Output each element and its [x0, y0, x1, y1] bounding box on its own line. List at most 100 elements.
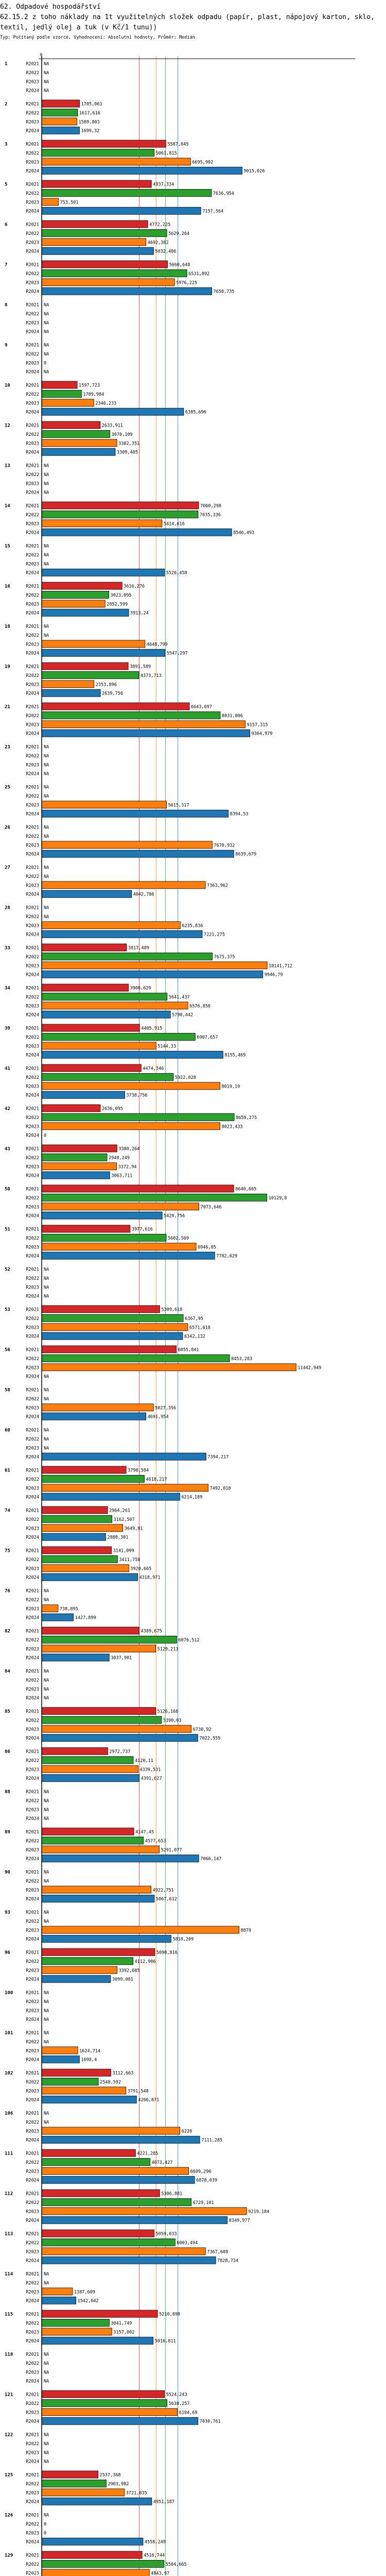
value-label: NA [44, 794, 49, 799]
series-label: R2024 [26, 1053, 39, 1058]
value-label: 6576,858 [189, 1004, 210, 1009]
series-label: R2022 [26, 1236, 39, 1241]
value-label: 3411,758 [119, 1557, 140, 1563]
value-label: 6531,892 [188, 272, 209, 277]
series-label: R2023 [26, 1365, 39, 1370]
group-label: 102 [5, 2071, 13, 2076]
bar-r2024 [41, 126, 80, 134]
series-label: R2021 [26, 1870, 39, 1875]
bar-r2021 [41, 381, 78, 389]
bar-r2022 [41, 2318, 110, 2327]
value-label: 5390,03 [163, 1718, 182, 1723]
group-label: 88 [5, 1790, 10, 1795]
value-label: 8640,605 [235, 1187, 256, 1192]
bar-r2023 [41, 2569, 150, 2576]
series-label: R2021 [26, 2192, 39, 2197]
value-label: 4474,346 [143, 1066, 164, 1072]
value-label: 8155,469 [224, 1053, 245, 1058]
value-label: NA [44, 1589, 49, 1594]
bar-r2024 [41, 1010, 171, 1019]
group-label: 33 [5, 946, 10, 951]
series-label: R2024 [26, 1093, 39, 1098]
value-label: 4951,187 [153, 2500, 174, 2505]
series-label: R2024 [26, 2018, 39, 2023]
series-label: R2021 [26, 825, 39, 831]
value-label: 6695,902 [192, 160, 213, 165]
value-label: 9946,79 [265, 973, 283, 978]
bar-r2024 [41, 2216, 228, 2224]
value-label: 4042,786 [133, 892, 154, 897]
value-label: NA [44, 1437, 49, 1442]
value-label: 3616,276 [124, 584, 145, 589]
group-label: 15 [5, 544, 10, 549]
series-label: R2022 [26, 593, 39, 598]
bar-r2023 [41, 1403, 154, 1412]
bar-r2021 [41, 1144, 117, 1153]
bar-r2023 [41, 640, 146, 648]
bar-r2024 [41, 287, 212, 295]
value-label: 7060,298 [200, 504, 221, 509]
series-label: R2022 [26, 1919, 39, 1924]
series-label: R2022 [26, 1598, 39, 1603]
series-label: R2023 [26, 320, 39, 326]
value-label: 4339,531 [139, 1767, 161, 1772]
series-label: R2021 [26, 182, 39, 188]
value-label: 3817,489 [128, 946, 149, 951]
bar-r2024 [41, 649, 166, 657]
value-label: NA [44, 553, 49, 558]
series-label: R2024 [26, 290, 39, 295]
value-label: NA [44, 1879, 49, 1884]
value-label: 3112,663 [112, 2071, 133, 2076]
value-label: 4922,751 [153, 1888, 174, 1893]
series-label: R2021 [26, 1348, 39, 1353]
value-label: NA [44, 772, 49, 777]
group-label: 14 [5, 504, 10, 509]
bar-r2023 [41, 158, 191, 166]
value-label: NA [44, 352, 49, 357]
series-label: R2022 [26, 1477, 39, 1482]
bar-r2024 [41, 2095, 137, 2104]
bar-r2021 [41, 2189, 160, 2197]
bar-r2021 [41, 501, 199, 510]
group-label: 82 [5, 1629, 10, 1634]
group-label: 43 [5, 1147, 10, 1152]
series-label: R2022 [26, 2522, 39, 2527]
value-label: 8639,679 [235, 852, 256, 857]
bar-r2022 [41, 2479, 107, 2487]
value-label: 1624,714 [79, 2048, 100, 2054]
value-label: 6104,69 [179, 2410, 198, 2415]
bar-r2021 [41, 1104, 101, 1112]
series-label: R2023 [26, 1928, 39, 1933]
series-label: R2022 [26, 874, 39, 879]
value-label: 4147,45 [135, 1830, 154, 1835]
value-label: 7782,629 [216, 1254, 237, 1259]
bar-r2023 [41, 1845, 160, 1854]
series-label: R2022 [26, 1557, 39, 1563]
group-label: 56 [5, 1348, 10, 1353]
value-label: 9015,026 [243, 169, 265, 174]
value-label: 7111,285 [201, 2138, 222, 2143]
value-label: 5615,317 [168, 803, 189, 808]
series-label: R2022 [26, 2281, 39, 2286]
value-label: NA [44, 745, 49, 750]
series-label: R2022 [26, 673, 39, 679]
series-label: R2023 [26, 562, 39, 567]
series-label: R2022 [26, 1999, 39, 2005]
bar-r2023 [41, 720, 245, 728]
series-label: R2021 [26, 62, 39, 67]
group-label: 114 [5, 2272, 13, 2277]
value-label: 3037,901 [111, 1656, 132, 1661]
value-label: 4405,915 [141, 1026, 162, 1031]
series-label: R2024 [26, 129, 39, 134]
value-label: 3738,756 [127, 1093, 148, 1098]
series-label: R2022 [26, 513, 39, 518]
value-label: 7157,564 [202, 209, 223, 214]
series-label: R2022 [26, 1196, 39, 1201]
bar-r2022 [41, 1836, 144, 1844]
value-label: 5524,243 [166, 2393, 187, 2398]
bar-r2024 [41, 1613, 74, 1621]
bar-r2021 [41, 1948, 155, 1956]
series-label: R2023 [26, 401, 39, 406]
value-label: 8394,53 [230, 812, 249, 817]
series-label: R2021 [26, 1709, 39, 1715]
